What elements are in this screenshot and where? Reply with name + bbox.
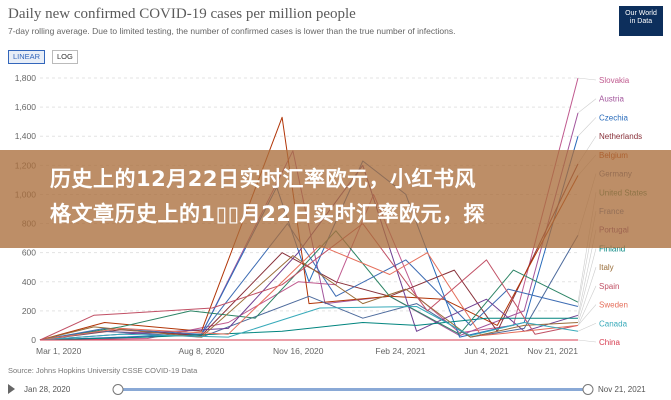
chart-title: Daily new confirmed COVID-19 cases per m… [8,6,356,22]
x-tick-label: Feb 24, 2021 [375,346,425,356]
timeline-start-label: Jan 28, 2020 [24,385,71,394]
timeline-start-handle[interactable] [112,384,124,395]
y-tick-label: 200 [22,306,36,316]
x-tick-label: Mar 1, 2020 [36,346,82,356]
x-tick-label: Aug 8, 2020 [178,346,224,356]
legend-connector [577,248,597,319]
series-line [39,317,578,341]
y-tick-label: 600 [22,248,36,258]
x-tick-label: Nov 16, 2020 [273,346,324,356]
legend-connector [577,323,597,332]
legend-connector [577,117,597,137]
source-note: Source: Johns Hopkins University CSSE CO… [8,366,198,375]
legend-connector [577,98,597,114]
legend-label: Netherlands [599,132,642,141]
legend-connector [577,304,597,326]
y-tick-label: 1,800 [15,73,37,83]
logo-line-2: in Data [629,18,653,25]
chart-subtitle: 7-day rolling average. Due to limited te… [8,26,456,36]
legend-label: Austria [599,95,624,104]
overlay-line-1: 历史上的12月22日实时汇率欧元，小红书风 [50,167,476,191]
legend-label: Canada [599,319,628,328]
log-scale-button[interactable]: LOG [52,50,78,64]
x-tick-label: Nov 21, 2021 [527,346,578,356]
series-line [39,306,579,341]
legend-connector [577,267,597,323]
legend-label: Italy [599,263,614,272]
legend-connector [577,285,597,326]
timeline-end-handle[interactable] [582,384,594,395]
series-line [39,244,579,341]
series-line [39,255,579,341]
logo-line-1: Our World [625,10,657,17]
series-line [39,223,579,341]
x-tick-labels: Mar 1, 2020 Aug 8, 2020 Nov 16, 2020 Feb 24… [36,346,578,356]
y-tick-label: 1,600 [15,102,37,112]
y-tick-label: 1,400 [15,131,37,141]
timeline-end-label: Nov 21, 2021 [598,385,646,394]
owid-logo[interactable]: Our World in Data [619,6,663,36]
linear-scale-button[interactable]: LINEAR [8,50,46,64]
overlay-banner [0,150,671,248]
timeline-selected-range [118,388,588,391]
legend-label: Czechia [599,113,628,122]
legend-label: Spain [599,282,619,291]
x-tick-label: Jun 4, 2021 [464,346,509,356]
timeline-slider[interactable]: Jan 28, 2020 Nov 21, 2021 [0,380,671,398]
legend-label: Slovakia [599,76,630,85]
legend-label: Sweden [599,301,628,310]
play-icon[interactable] [8,384,15,394]
legend-label: Finland [599,244,625,253]
overlay-text: 历史上的12月22日实时汇率欧元，小红书风 格文章历史上的1▯▯月22日实时汇率… [50,162,650,232]
overlay-line-2: 格文章历史上的1▯▯月22日实时汇率欧元，探 [50,202,485,226]
legend-connector [577,77,597,81]
y-tick-label: 0 [31,335,36,345]
legend-label: China [599,338,620,347]
legend-connector [577,339,597,343]
y-tick-label: 400 [22,277,36,287]
